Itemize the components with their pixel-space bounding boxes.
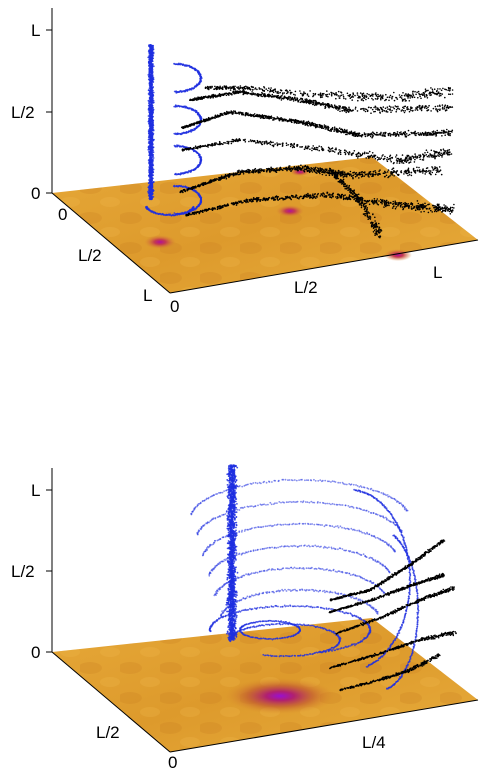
bottom-black-trajectories	[328, 539, 457, 692]
top-x-tick-full: L	[433, 263, 442, 282]
bottom-panel: 0 L/2 L L/2 0 L/4	[11, 464, 479, 770]
top-blue-trajectories	[145, 44, 203, 217]
top-y-tick-0: 0	[58, 205, 67, 224]
top-panel: 0 L/2 L 0 L/2 L 0 L/2 L	[11, 8, 479, 316]
top-y-axis-line	[51, 192, 171, 294]
top-vortex-core-3	[384, 249, 412, 261]
bottom-vortex-core	[225, 678, 335, 714]
bottom-y-axis-line	[51, 651, 171, 753]
bottom-z-tick-full: L	[31, 481, 40, 500]
top-y-tick-half: L/2	[78, 246, 102, 265]
top-vortex-core-2	[276, 205, 304, 217]
bottom-y-tick-0: 0	[168, 753, 177, 770]
top-z-tick-full: L	[31, 21, 40, 40]
bottom-z-tick-0: 0	[31, 643, 40, 662]
bottom-x-tick-quarter: L/4	[362, 733, 386, 752]
bottom-blue-trajectories	[190, 464, 420, 690]
top-z-tick-half: L/2	[11, 103, 35, 122]
top-z-tick-0: 0	[31, 184, 40, 203]
top-x-axis-line	[169, 239, 479, 294]
top-floor-texture	[52, 157, 478, 293]
top-x-tick-0: 0	[170, 297, 179, 316]
top-black-trajectories	[179, 85, 455, 239]
top-x-tick-half: L/2	[294, 278, 318, 297]
bottom-y-tick-half: L/2	[96, 723, 120, 742]
bottom-x-axis-line	[169, 699, 479, 753]
top-vortex-core-1	[144, 235, 176, 249]
top-y-tick-full: L	[143, 286, 152, 305]
bottom-z-tick-half: L/2	[11, 562, 35, 581]
